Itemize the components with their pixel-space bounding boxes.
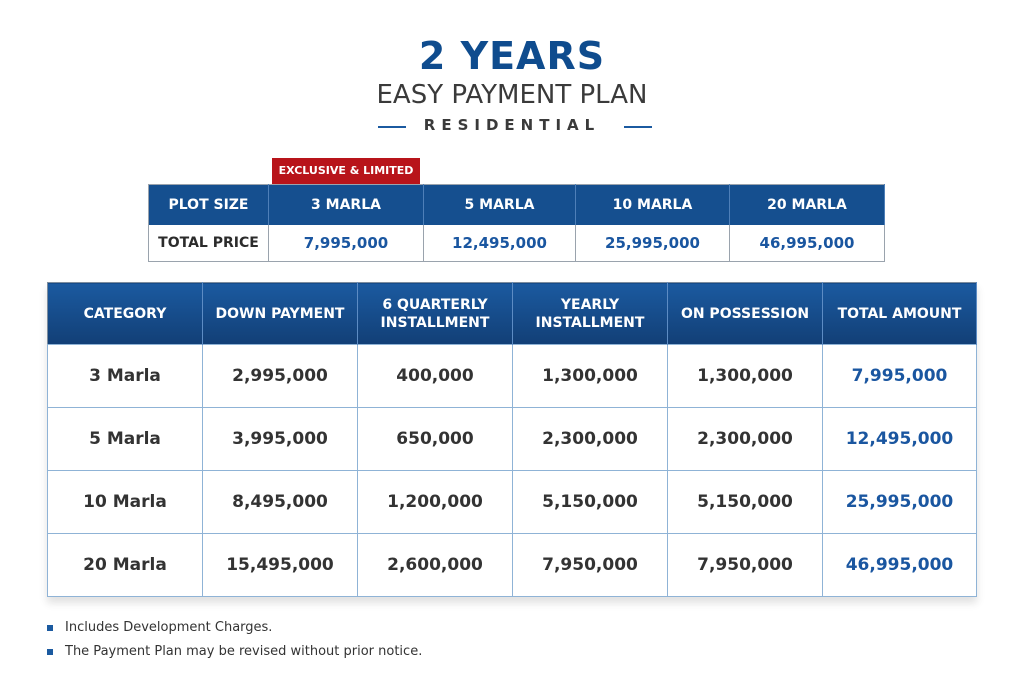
cell: 46,995,000 — [729, 225, 885, 262]
row: 10 Marla 8,495,000 1,200,000 5,150,000 5,150… — [47, 470, 977, 534]
header-cell: 6 QUARTERLY INSTALLMENT — [357, 282, 513, 345]
note: The Payment Plan may be revised without … — [65, 644, 423, 659]
cell: 2,995,000 — [202, 344, 358, 408]
header-cell: ON POSSESSION — [667, 282, 823, 345]
header-cell: 10 MARLA — [575, 184, 730, 225]
note: Includes Development Charges. — [65, 620, 273, 635]
bullet — [47, 625, 53, 631]
badge: EXCLUSIVE & LIMITED — [272, 158, 420, 184]
row: 20 Marla 15,495,000 2,600,000 7,950,000 7,95… — [47, 533, 977, 597]
subtitle: EASY PAYMENT PLAN — [376, 80, 648, 110]
header-row: CATEGORY DOWN PAYMENT 6 QUARTERLY INSTALLM… — [47, 282, 977, 345]
cell: 2,300,000 — [667, 407, 823, 471]
cell: 7,995,000 — [822, 344, 977, 408]
cell: 15,495,000 — [202, 533, 358, 597]
plan-table: CATEGORY DOWN PAYMENT 6 QUARTERLY INSTALLM… — [47, 282, 977, 597]
cell: 20 Marla — [47, 533, 203, 597]
price-table: PLOT SIZE 3 MARLA 5 MARLA 10 MARLA 20 MARLA T… — [148, 184, 885, 262]
cell: 2,600,000 — [357, 533, 513, 597]
header-cell: 20 MARLA — [729, 184, 885, 225]
row: TOTAL PRICE 7,995,000 12,495,000 25,995,000… — [148, 225, 885, 262]
cell: TOTAL PRICE — [148, 225, 269, 262]
row: 5 Marla 3,995,000 650,000 2,300,000 2,300,00… — [47, 407, 977, 471]
header-cell: 5 MARLA — [423, 184, 576, 225]
cell: 650,000 — [357, 407, 513, 471]
bullet — [47, 649, 53, 655]
cell: 10 Marla — [47, 470, 203, 534]
cell: 25,995,000 — [575, 225, 730, 262]
cell: 46,995,000 — [822, 533, 977, 597]
cell: 1,300,000 — [667, 344, 823, 408]
cell: 7,950,000 — [667, 533, 823, 597]
cell: 25,995,000 — [822, 470, 977, 534]
dash — [378, 126, 406, 128]
header-cell: TOTAL AMOUNT — [822, 282, 977, 345]
tagline: RESIDENTIAL — [423, 116, 601, 134]
title: 2 YEARS — [418, 34, 606, 78]
header-cell: YEARLY INSTALLMENT — [512, 282, 668, 345]
cell: 5,150,000 — [512, 470, 668, 534]
dash — [624, 126, 652, 128]
header-cell: CATEGORY — [47, 282, 203, 345]
cell: 5 Marla — [47, 407, 203, 471]
header-row: PLOT SIZE 3 MARLA 5 MARLA 10 MARLA 20 MARLA — [148, 184, 885, 225]
cell: 12,495,000 — [423, 225, 576, 262]
header-cell: PLOT SIZE — [148, 184, 269, 225]
cell: 400,000 — [357, 344, 513, 408]
cell: 5,150,000 — [667, 470, 823, 534]
cell: 1,200,000 — [357, 470, 513, 534]
header-cell: DOWN PAYMENT — [202, 282, 358, 345]
header-cell: 3 MARLA — [268, 184, 424, 225]
cell: 7,950,000 — [512, 533, 668, 597]
cell: 7,995,000 — [268, 225, 424, 262]
cell: 3 Marla — [47, 344, 203, 408]
cell: 1,300,000 — [512, 344, 668, 408]
cell: 8,495,000 — [202, 470, 358, 534]
cell: 12,495,000 — [822, 407, 977, 471]
cell: 3,995,000 — [202, 407, 358, 471]
row: 3 Marla 2,995,000 400,000 1,300,000 1,300,00… — [47, 344, 977, 408]
cell: 2,300,000 — [512, 407, 668, 471]
